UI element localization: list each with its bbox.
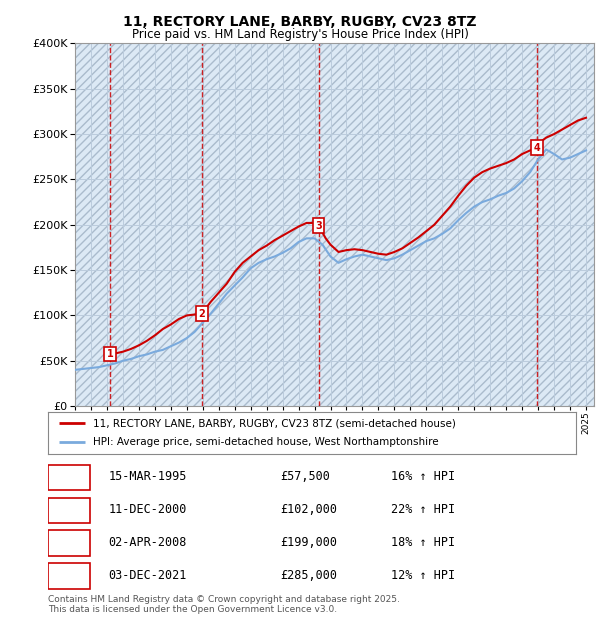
Text: £102,000: £102,000 bbox=[280, 503, 337, 516]
Text: 18% ↑ HPI: 18% ↑ HPI bbox=[391, 536, 455, 549]
Text: 12% ↑ HPI: 12% ↑ HPI bbox=[391, 569, 455, 582]
Text: £57,500: £57,500 bbox=[280, 470, 330, 483]
FancyBboxPatch shape bbox=[48, 530, 90, 556]
Text: 1: 1 bbox=[107, 349, 113, 359]
Text: £285,000: £285,000 bbox=[280, 569, 337, 582]
Text: 11, RECTORY LANE, BARBY, RUGBY, CV23 8TZ (semi-detached house): 11, RECTORY LANE, BARBY, RUGBY, CV23 8TZ… bbox=[93, 418, 456, 428]
Text: 4: 4 bbox=[533, 143, 540, 153]
Text: 02-APR-2008: 02-APR-2008 bbox=[109, 536, 187, 549]
Text: Price paid vs. HM Land Registry's House Price Index (HPI): Price paid vs. HM Land Registry's House … bbox=[131, 28, 469, 41]
Text: 03-DEC-2021: 03-DEC-2021 bbox=[109, 569, 187, 582]
FancyBboxPatch shape bbox=[48, 464, 90, 490]
Text: 2: 2 bbox=[199, 309, 205, 319]
Text: 16% ↑ HPI: 16% ↑ HPI bbox=[391, 470, 455, 483]
Text: 3: 3 bbox=[315, 221, 322, 231]
Text: Contains HM Land Registry data © Crown copyright and database right 2025.
This d: Contains HM Land Registry data © Crown c… bbox=[48, 595, 400, 614]
Text: 15-MAR-1995: 15-MAR-1995 bbox=[109, 470, 187, 483]
Text: 3: 3 bbox=[65, 537, 73, 547]
Text: 22% ↑ HPI: 22% ↑ HPI bbox=[391, 503, 455, 516]
Text: £199,000: £199,000 bbox=[280, 536, 337, 549]
Text: 11-DEC-2000: 11-DEC-2000 bbox=[109, 503, 187, 516]
Text: HPI: Average price, semi-detached house, West Northamptonshire: HPI: Average price, semi-detached house,… bbox=[93, 438, 439, 448]
FancyBboxPatch shape bbox=[48, 563, 90, 588]
Text: 11, RECTORY LANE, BARBY, RUGBY, CV23 8TZ: 11, RECTORY LANE, BARBY, RUGBY, CV23 8TZ bbox=[123, 16, 477, 30]
Text: 4: 4 bbox=[65, 570, 73, 580]
Text: 2: 2 bbox=[65, 504, 73, 515]
FancyBboxPatch shape bbox=[48, 497, 90, 523]
Text: 1: 1 bbox=[65, 471, 73, 482]
